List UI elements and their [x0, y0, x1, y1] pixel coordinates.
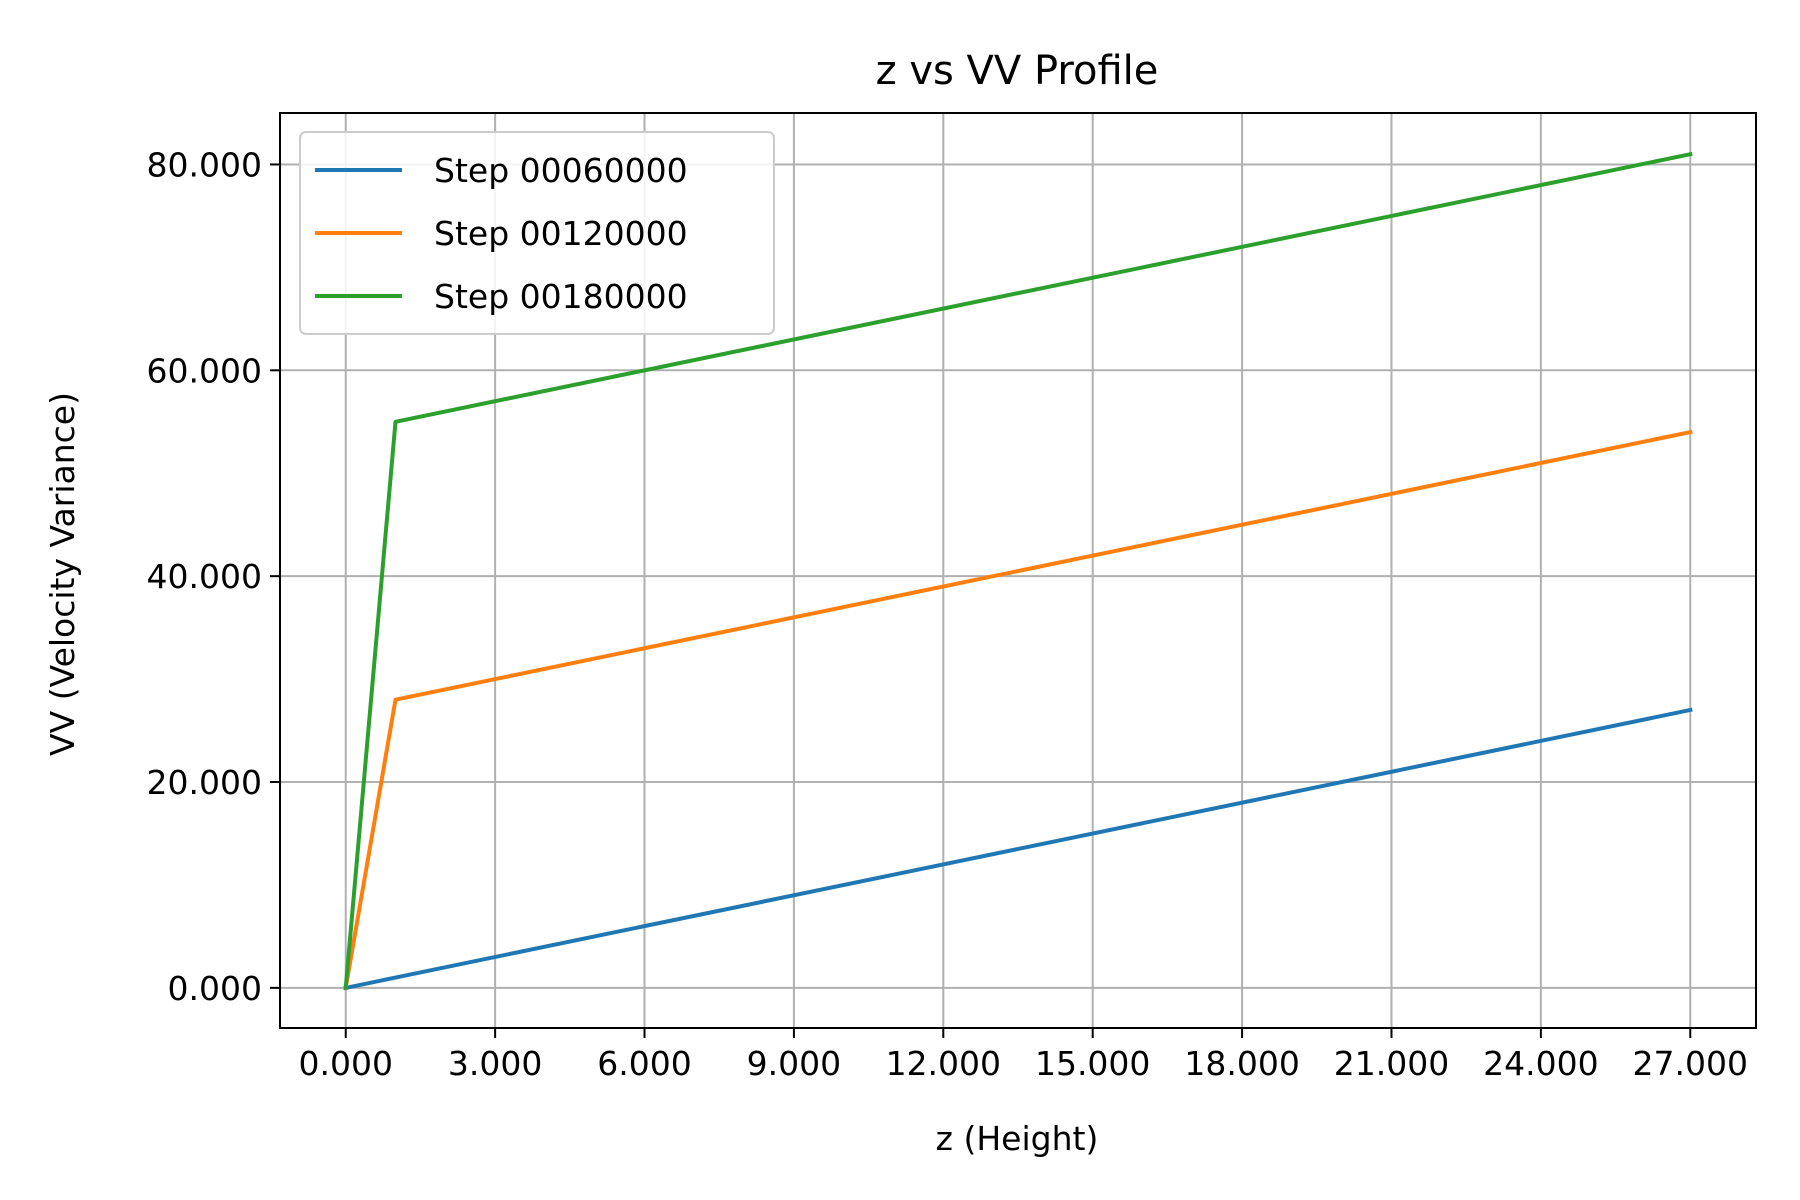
series-lines [343, 151, 1693, 991]
x-tick-label: 21.000 [1334, 1044, 1449, 1083]
y-tick-label: 20.000 [147, 763, 262, 802]
series-line-2 [343, 429, 1693, 991]
legend-label-1: Step 00060000 [434, 151, 688, 190]
series-line-3 [343, 151, 1693, 991]
y-tick-label: 40.000 [147, 557, 262, 596]
x-tick-label: 12.000 [886, 1044, 1001, 1083]
grid [280, 113, 1756, 1028]
x-tick-label: 6.000 [597, 1044, 691, 1083]
legend-box [299, 131, 775, 335]
x-tick-label: 18.000 [1184, 1044, 1299, 1083]
plot-frame [279, 112, 1757, 1029]
legend-label-3: Step 00180000 [434, 277, 688, 316]
x-tick-label: 3.000 [448, 1044, 542, 1083]
x-tick-label: 9.000 [747, 1044, 841, 1083]
x-tick-label: 24.000 [1483, 1044, 1598, 1083]
y-tick-label: 80.000 [147, 145, 262, 184]
chart-title: z vs VV Profile [876, 48, 1159, 94]
legend: Step 00060000 Step 00120000 Step 00180000 [299, 131, 775, 335]
y-axis-label: VV (Velocity Variance) [43, 392, 82, 756]
x-tick-label: 15.000 [1035, 1044, 1150, 1083]
series-line-1 [343, 707, 1693, 991]
x-axis-label: z (Height) [936, 1119, 1099, 1158]
y-axis-ticks: 0.000 20.000 40.000 60.000 80.000 [147, 145, 280, 1008]
legend-label-2: Step 00120000 [434, 214, 688, 253]
x-tick-label: 27.000 [1633, 1044, 1748, 1083]
x-tick-label: 0.000 [298, 1044, 392, 1083]
x-axis-ticks: 0.000 3.000 6.000 9.000 12.000 15.000 18.000 21… [298, 1028, 1748, 1083]
y-tick-label: 0.000 [168, 969, 262, 1008]
y-tick-label: 60.000 [147, 351, 262, 390]
